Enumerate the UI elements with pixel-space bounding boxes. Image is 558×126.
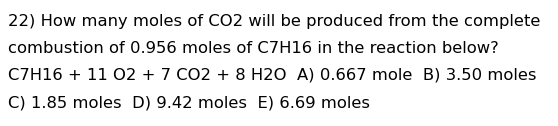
Text: combustion of 0.956 moles of C7H16 in the reaction below?: combustion of 0.956 moles of C7H16 in th… xyxy=(8,41,499,56)
Text: C) 1.85 moles  D) 9.42 moles  E) 6.69 moles: C) 1.85 moles D) 9.42 moles E) 6.69 mole… xyxy=(8,95,370,110)
Text: 22) How many moles of CO2 will be produced from the complete: 22) How many moles of CO2 will be produc… xyxy=(8,14,540,29)
Text: C7H16 + 11 O2 + 7 CO2 + 8 H2O  A) 0.667 mole  B) 3.50 moles: C7H16 + 11 O2 + 7 CO2 + 8 H2O A) 0.667 m… xyxy=(8,68,536,83)
